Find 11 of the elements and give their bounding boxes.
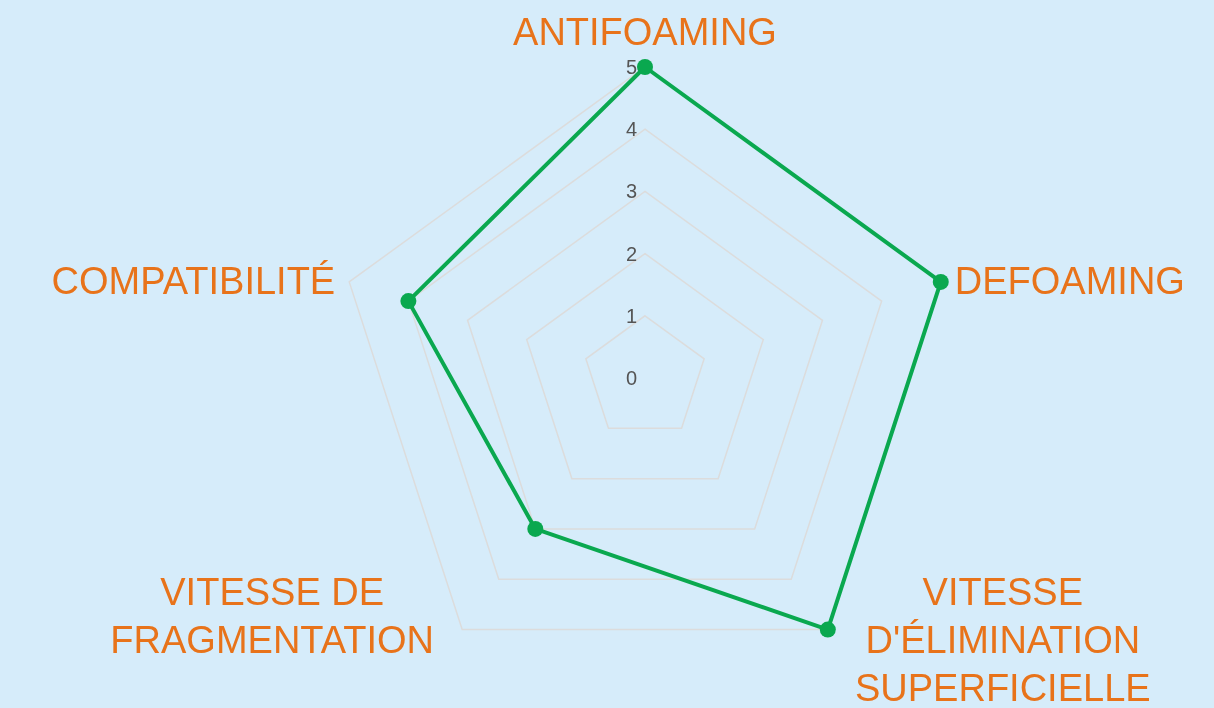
y-tick-label: 5 bbox=[625, 56, 637, 78]
spoke-label: ANTIFOAMING bbox=[513, 11, 777, 53]
y-tick-label: 4 bbox=[625, 118, 637, 141]
y-tick-label: 0 bbox=[625, 367, 637, 389]
y-tick-label: 3 bbox=[625, 180, 637, 203]
y-tick-label: 2 bbox=[625, 242, 637, 265]
spoke-label: DEFOAMING bbox=[954, 259, 1185, 302]
y-tick-label: 1 bbox=[625, 304, 637, 327]
spoke-label: COMPATIBILITÉ bbox=[51, 259, 336, 302]
spoke-label: VITESSE D'ÉLIMINATION SUPERFICIELLE bbox=[854, 570, 1151, 708]
spoke-label: VITESSE DE FRAGMENTATION bbox=[110, 570, 435, 661]
